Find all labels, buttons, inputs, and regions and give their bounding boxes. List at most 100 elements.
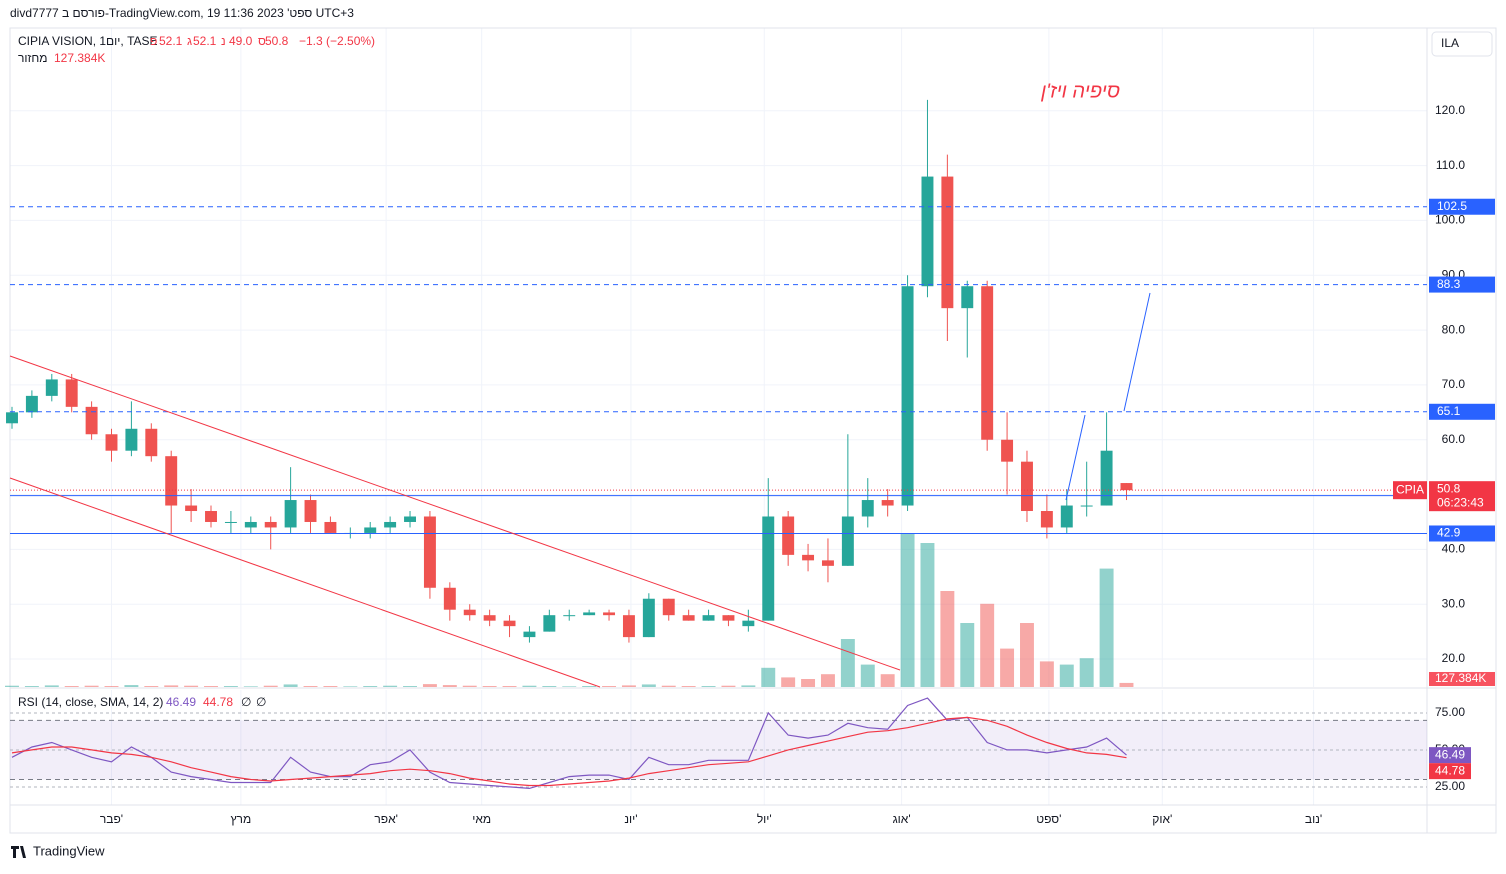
candle-body <box>85 406 98 435</box>
volume-bar <box>1119 682 1134 687</box>
rsi-value-bg <box>1429 747 1471 764</box>
x-tick-label: מאי <box>472 812 491 826</box>
drawings <box>9 292 1151 688</box>
level-label-bg <box>1429 525 1495 542</box>
volume-bar <box>1000 648 1015 687</box>
y-tick-label: 20.0 <box>1442 651 1466 665</box>
volume-bar <box>1039 661 1054 687</box>
volume-bar <box>283 684 298 687</box>
candle-body <box>324 521 337 533</box>
rsi-sma-value: 44.78 <box>203 695 233 709</box>
volume-bar <box>343 686 358 687</box>
rsi-na: ∅ <box>256 695 266 709</box>
volume-axis-label: 127.384K <box>1435 671 1486 685</box>
close: 50.8 <box>265 34 289 48</box>
y-tick-label: 80.0 <box>1442 322 1466 336</box>
volume-bar <box>482 686 497 687</box>
y-tick-label: 60.0 <box>1442 432 1466 446</box>
rsi-value: 46.49 <box>166 695 196 709</box>
rsi-na: ∅ <box>241 695 251 709</box>
volume-bar <box>801 679 816 687</box>
candle-body <box>165 456 178 506</box>
candle-body <box>65 379 78 407</box>
candle-body <box>841 516 854 566</box>
volume-bar <box>5 685 19 687</box>
candle-body <box>384 521 397 528</box>
candle-body <box>483 615 496 621</box>
candle-body <box>603 612 616 616</box>
rsi-axis-sma: 44.78 <box>1435 763 1465 777</box>
x-tick-label: אפר' <box>374 812 398 826</box>
candle-body <box>662 598 675 616</box>
y-tick-label: 70.0 <box>1442 377 1466 391</box>
volume-bar <box>104 686 119 687</box>
candle-body <box>463 609 476 616</box>
candle-body <box>304 500 317 522</box>
x-tick-label: אוק' <box>1152 812 1172 826</box>
candle-body <box>205 511 217 522</box>
candle-body <box>125 428 138 451</box>
candle-body <box>1001 439 1014 462</box>
candle-body <box>861 500 874 517</box>
y-tick-label: 30.0 <box>1442 596 1466 610</box>
volume-bar <box>781 677 796 687</box>
volume-bar <box>422 684 437 687</box>
channel-line <box>9 477 601 688</box>
low-label: נ <box>221 34 226 48</box>
candle-body <box>105 434 118 451</box>
low: 49.0 <box>229 34 253 48</box>
candle-body <box>1100 450 1113 506</box>
volume-bar <box>860 664 875 687</box>
high-label: ג <box>187 34 192 48</box>
currency[interactable]: ILA <box>1441 36 1459 50</box>
candle-body <box>682 615 695 621</box>
volume-bar <box>44 685 59 687</box>
candle-body <box>1021 461 1033 512</box>
candle-body <box>1120 483 1133 491</box>
volume-bar <box>701 686 716 687</box>
volume-label-bg <box>1429 672 1495 686</box>
candle-body <box>25 395 38 413</box>
x-tick-label: יול' <box>757 812 772 826</box>
annotation: סיפיה ויז'ן <box>1040 80 1120 102</box>
currency-button[interactable] <box>1431 31 1493 57</box>
volume-bar <box>223 686 238 687</box>
volume-bar <box>164 685 179 687</box>
volume-bar <box>542 686 557 687</box>
y-tick-label: 120.0 <box>1435 103 1465 117</box>
ticker: CPIA <box>1396 482 1424 496</box>
candle-body <box>1080 505 1093 507</box>
countdown: 06:23:43 <box>1437 495 1484 509</box>
last-price-label: 50.8 <box>1437 481 1461 495</box>
candle-body <box>802 554 815 561</box>
volume-bar <box>681 686 696 687</box>
volume-bar <box>880 674 895 687</box>
price-pane <box>5 99 1134 687</box>
level-label-bg <box>1429 276 1495 293</box>
volume-bar <box>323 686 338 687</box>
volume-bar <box>940 591 955 687</box>
y-tick-label: 110.0 <box>1436 158 1465 172</box>
x-tick-label: ספט' <box>1036 812 1061 826</box>
level-label-bg <box>1429 403 1495 420</box>
level-label: 88.3 <box>1437 277 1461 291</box>
candle-body <box>1040 511 1053 528</box>
rsi-sma-bg <box>1429 763 1471 780</box>
candle-body <box>543 615 556 632</box>
x-tick-label: מרץ <box>231 812 252 826</box>
candle-body <box>722 615 735 621</box>
volume-bar <box>522 685 537 687</box>
level-label-bg <box>1429 198 1495 215</box>
volume-label: מחזור <box>18 51 48 65</box>
candle-body <box>901 286 914 506</box>
volume-bar <box>960 623 975 687</box>
candle-body <box>145 428 158 457</box>
volume-bar <box>562 686 577 687</box>
x-tick-label: נוב' <box>1305 812 1322 826</box>
candle-body <box>1060 505 1073 528</box>
volume-bar <box>462 685 477 687</box>
volume-value: 127.384K <box>54 51 105 65</box>
candle-body <box>921 176 934 287</box>
open: 52.1 <box>159 34 183 48</box>
